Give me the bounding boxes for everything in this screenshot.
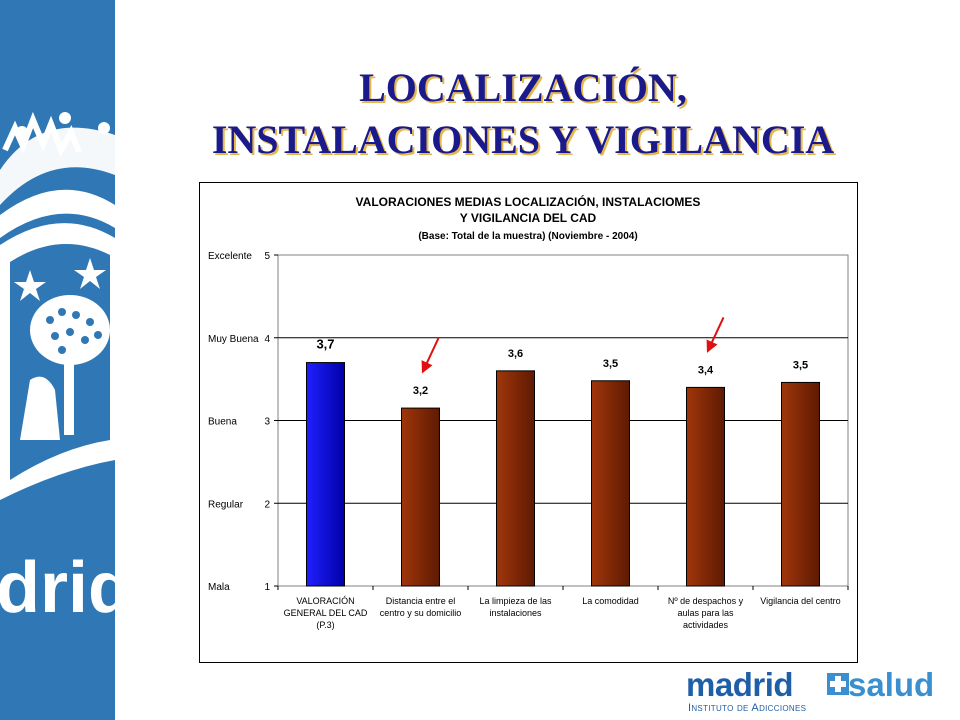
brand-subtitle: Instituto de Adicciones: [688, 702, 807, 714]
brand-name-salud: salud: [848, 666, 935, 703]
y-category-label: Excelente: [208, 251, 252, 262]
red-arrow: [421, 337, 440, 374]
y-tick-label: 5: [264, 251, 270, 262]
x-category-label: (P.3): [316, 620, 334, 630]
bar-value-label: 3,5: [603, 358, 618, 370]
chart-bar: [781, 381, 820, 587]
chart-title: VALORACIONES MEDIAS LOCALIZACIÓN, INSTAL…: [356, 194, 701, 209]
chart-bar: [306, 362, 345, 587]
sidebar-watermark-text: drid: [0, 548, 115, 628]
y-category-label: Buena: [208, 417, 237, 428]
y-tick-label: 4: [264, 334, 270, 345]
slide-title-line2: INSTALACIONES Y VIGILANCIA: [211, 117, 835, 162]
bar-value-label: 3,5: [793, 359, 808, 371]
y-category-label: Regular: [208, 499, 244, 510]
sidebar-emblem-panel: drid: [0, 0, 115, 720]
bar-chart: VALORACIONES MEDIAS LOCALIZACIÓN, INSTAL…: [208, 194, 849, 630]
health-cross-icon: [827, 673, 849, 695]
madrid-salud-logo: madrid salud Instituto de Adicciones: [686, 666, 956, 718]
bar-value-label: 3,2: [413, 385, 428, 397]
chart-bar: [401, 407, 440, 587]
chart-bar: [686, 386, 725, 587]
x-category-label: aulas para las: [677, 608, 734, 618]
y-tick-label: 1: [264, 582, 270, 593]
bar-chart-panel: VALORACIONES MEDIAS LOCALIZACIÓN, INSTAL…: [199, 182, 858, 663]
y-tick-label: 3: [264, 417, 270, 428]
x-category-label: La limpieza de las: [479, 596, 552, 606]
madrid-coat-of-arms-icon: drid: [0, 111, 115, 720]
bar-value-label: 3,7: [316, 337, 334, 352]
slide-title: LOCALIZACIÓN, INSTALACIONES Y VIGILANCIA: [120, 62, 926, 166]
x-category-label: Nº de despachos y: [668, 596, 744, 606]
red-arrow: [706, 316, 725, 353]
x-category-label: instalaciones: [489, 608, 542, 618]
y-tick-label: 2: [264, 499, 270, 510]
x-category-label: Distancia entre el: [386, 596, 456, 606]
chart-title-line2: Y VIGILANCIA DEL CAD: [460, 211, 597, 225]
chart-subtitle: (Base: Total de la muestra) (Noviembre -…: [418, 231, 637, 242]
x-category-label: VALORACIÓN: [296, 596, 354, 606]
x-category-label: actividades: [683, 620, 729, 630]
x-category-label: centro y su domicilio: [380, 608, 462, 618]
x-category-label: GENERAL DEL CAD: [284, 608, 368, 618]
y-category-label: Muy Buena: [208, 334, 259, 345]
brand-name-madrid: madrid: [686, 666, 794, 703]
x-category-label: Vigilancia del centro: [760, 596, 840, 606]
bar-value-label: 3,6: [508, 348, 523, 360]
slide-title-line1: LOCALIZACIÓN,: [359, 65, 687, 110]
bar-value-label: 3,4: [698, 364, 714, 376]
x-category-label: La comodidad: [582, 596, 639, 606]
chart-bar: [496, 370, 535, 587]
y-category-label: Mala: [208, 582, 230, 593]
chart-bar: [591, 380, 630, 587]
